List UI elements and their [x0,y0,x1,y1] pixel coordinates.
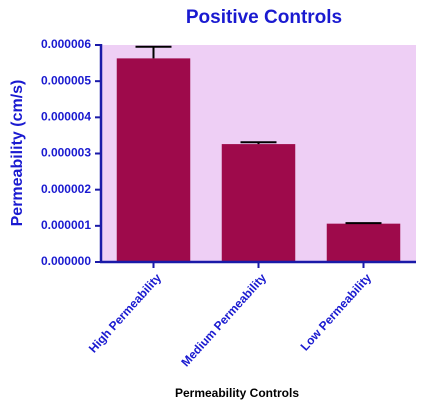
y-axis-label: Permeability (cm/s) [9,80,26,227]
error-bar [345,222,382,225]
y-tick-label: 0.000004 [41,110,91,124]
error-bar [240,141,277,145]
y-tick-label: 0.000006 [41,37,91,51]
chart-title: Positive Controls [186,7,342,28]
y-tick-label: 0.000002 [41,182,91,196]
bar [221,144,296,262]
x-tick-label: Low Permeability [298,271,375,354]
x-tick-label: Medium Permeability [178,271,269,370]
error-bar [135,45,172,59]
y-tick-label: 0.000001 [41,218,91,232]
bar [326,223,401,262]
x-axis-label: Permeability Controls [175,386,299,400]
y-tick-label: 0.000000 [41,254,91,268]
bar [116,58,191,262]
y-tick-label: 0.000005 [41,73,91,87]
y-tick-label: 0.000003 [41,146,91,160]
x-tick-label: High Permeability [86,271,164,356]
